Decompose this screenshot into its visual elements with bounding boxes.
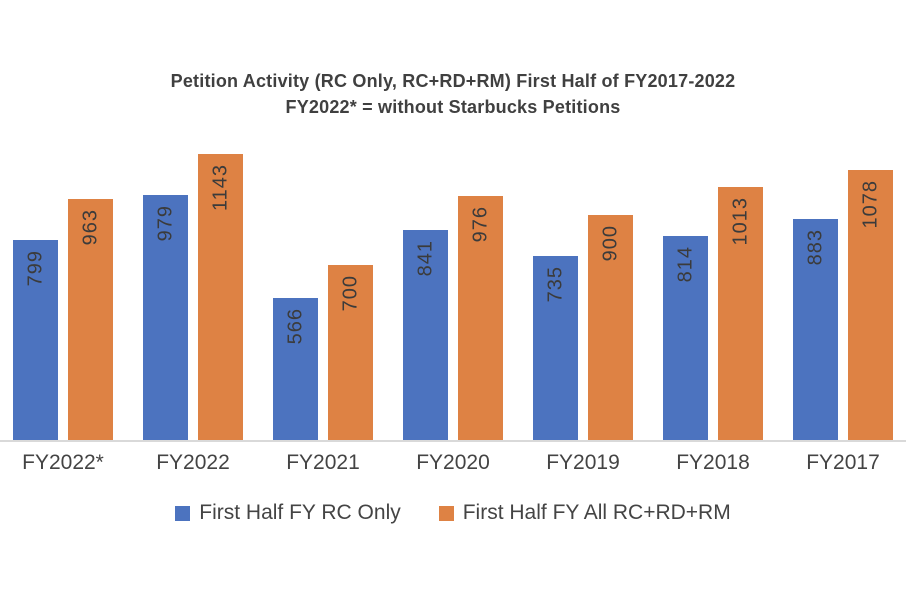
- bar-value-label: 1078: [859, 180, 881, 229]
- bar: 841: [403, 230, 448, 440]
- x-axis-tick-label: FY2022: [156, 451, 230, 474]
- chart-title-line1: Petition Activity (RC Only, RC+RD+RM) Fi…: [170, 71, 736, 91]
- bar-group-fy2021: 566 700: [273, 140, 373, 440]
- bar-group-fy2019: 735 900: [533, 140, 633, 440]
- x-axis-line: [0, 440, 906, 442]
- bar-group-fy2017: 883 1078: [793, 140, 893, 440]
- bar-value-label: 963: [79, 209, 101, 246]
- bar: 735: [533, 256, 578, 440]
- bar-value-label: 883: [804, 229, 826, 266]
- legend-item: First Half FY All RC+RD+RM: [438, 501, 731, 525]
- chart-title: Petition Activity (RC Only, RC+RD+RM) Fi…: [0, 68, 906, 120]
- bar-value-label: 700: [339, 275, 361, 312]
- bar-group-fy2022-star: 799 963: [13, 140, 113, 440]
- x-axis-tick-label: FY2020: [416, 451, 490, 474]
- bar: 1143: [198, 154, 243, 440]
- bar: 814: [663, 236, 708, 440]
- bar-value-label: 900: [599, 225, 621, 262]
- bar-value-label: 735: [544, 266, 566, 303]
- x-axis-tick-label: FY2018: [676, 451, 750, 474]
- bar: 700: [328, 265, 373, 440]
- x-axis-labels: FY2022* FY2022 FY2021 FY2020 FY2019 FY2018 FY2…: [13, 451, 893, 475]
- bar-value-label: 1143: [209, 164, 231, 212]
- bar-value-label: 841: [414, 240, 436, 277]
- bar-value-label: 799: [24, 250, 46, 287]
- bar: 963: [68, 199, 113, 440]
- legend-label: First Half FY All RC+RD+RM: [462, 501, 731, 524]
- legend-swatch-icon: [175, 505, 191, 521]
- bar-group-fy2020: 841 976: [403, 140, 503, 440]
- bar: 1078: [848, 170, 893, 440]
- bar-value-label: 976: [469, 206, 491, 243]
- x-axis-tick-label: FY2022*: [22, 451, 104, 474]
- bar-value-label: 979: [154, 205, 176, 242]
- bar-value-label: 566: [284, 308, 306, 345]
- plot-area: 799 963 979 1143 566 700 841 976 735 900 814 1013 88…: [13, 140, 893, 440]
- bar-value-label: 1013: [729, 197, 751, 246]
- bar: 1013: [718, 187, 763, 440]
- bar: 900: [588, 215, 633, 440]
- bar: 883: [793, 219, 838, 440]
- legend-item: First Half FY RC Only: [175, 501, 401, 525]
- x-axis-tick-label: FY2021: [286, 451, 360, 474]
- bar: 566: [273, 298, 318, 440]
- chart-title-line2: FY2022* = without Starbucks Petitions: [285, 97, 621, 117]
- bar: 976: [458, 196, 503, 440]
- legend: First Half FY RC Only First Half FY All R…: [0, 501, 906, 525]
- bar-value-label: 814: [674, 246, 696, 283]
- legend-swatch-icon: [438, 505, 454, 521]
- bar: 979: [143, 195, 188, 440]
- bar: 799: [13, 240, 58, 440]
- bar-group-fy2018: 814 1013: [663, 140, 763, 440]
- x-axis-tick-label: FY2017: [806, 451, 880, 474]
- legend-label: First Half FY RC Only: [199, 501, 401, 524]
- x-axis-tick-label: FY2019: [546, 451, 620, 474]
- bar-group-fy2022: 979 1143: [143, 140, 243, 440]
